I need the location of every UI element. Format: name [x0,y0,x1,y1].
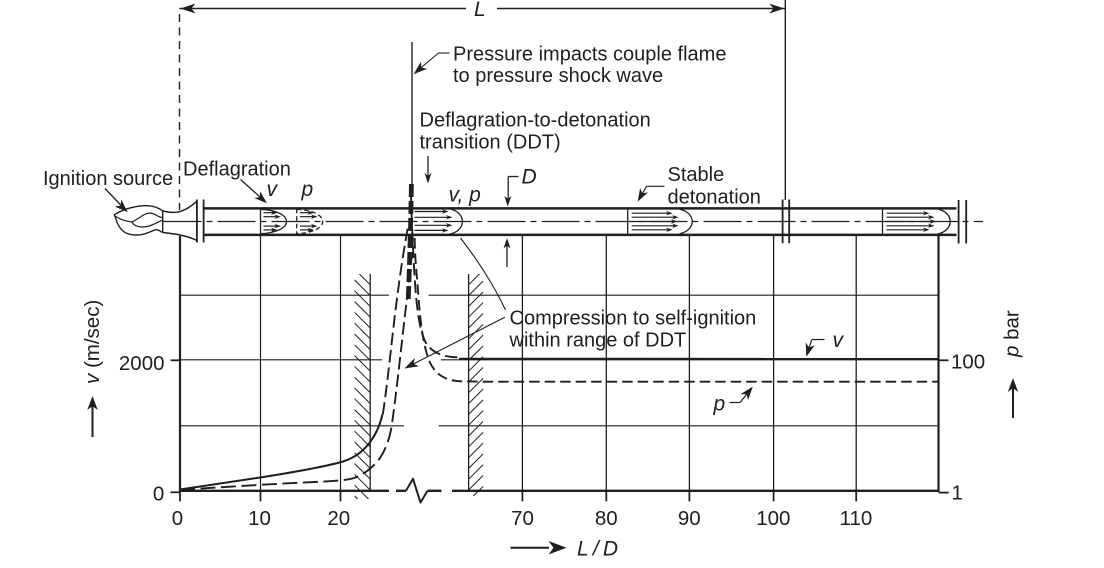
svg-text:Ignition source: Ignition source [43,168,173,190]
svg-text:20: 20 [327,507,350,530]
svg-text:detonation: detonation [668,187,761,209]
svg-text:80: 80 [595,507,618,530]
svg-text:p: p [713,393,726,416]
svg-text:v: v [833,329,845,352]
svg-text:10: 10 [248,507,271,530]
svg-text:Deflagration: Deflagration [183,159,291,181]
svg-text:Stable: Stable [668,164,725,186]
svg-text:L: L [474,0,486,21]
svg-text:D: D [522,166,537,189]
svg-text:Pressure impacts couple flame: Pressure impacts couple flame [453,44,726,66]
svg-text:2000: 2000 [119,352,165,375]
svg-text:L / D: L / D [577,538,618,561]
svg-text:v, p: v, p [449,184,481,207]
svg-text:to pressure shock wave: to pressure shock wave [453,65,663,87]
svg-text:p bar: p bar [1001,310,1024,358]
svg-text:within range of DDT: within range of DDT [509,330,687,352]
svg-text:90: 90 [678,507,701,530]
svg-text:Deflagration-to-detonation: Deflagration-to-detonation [420,110,651,132]
svg-text:v: v [267,178,279,201]
svg-text:100: 100 [951,351,985,374]
svg-text:v (m/sec): v (m/sec) [81,300,104,384]
svg-text:0: 0 [153,483,164,506]
svg-text:110: 110 [840,507,873,530]
svg-text:p: p [301,178,314,201]
svg-text:Compression to self-ignition: Compression to self-ignition [510,308,757,330]
svg-text:1: 1 [952,482,963,505]
svg-text:0: 0 [172,507,183,530]
svg-text:transition (DDT): transition (DDT) [420,132,561,154]
svg-text:70: 70 [511,507,534,530]
svg-text:100: 100 [756,507,790,530]
